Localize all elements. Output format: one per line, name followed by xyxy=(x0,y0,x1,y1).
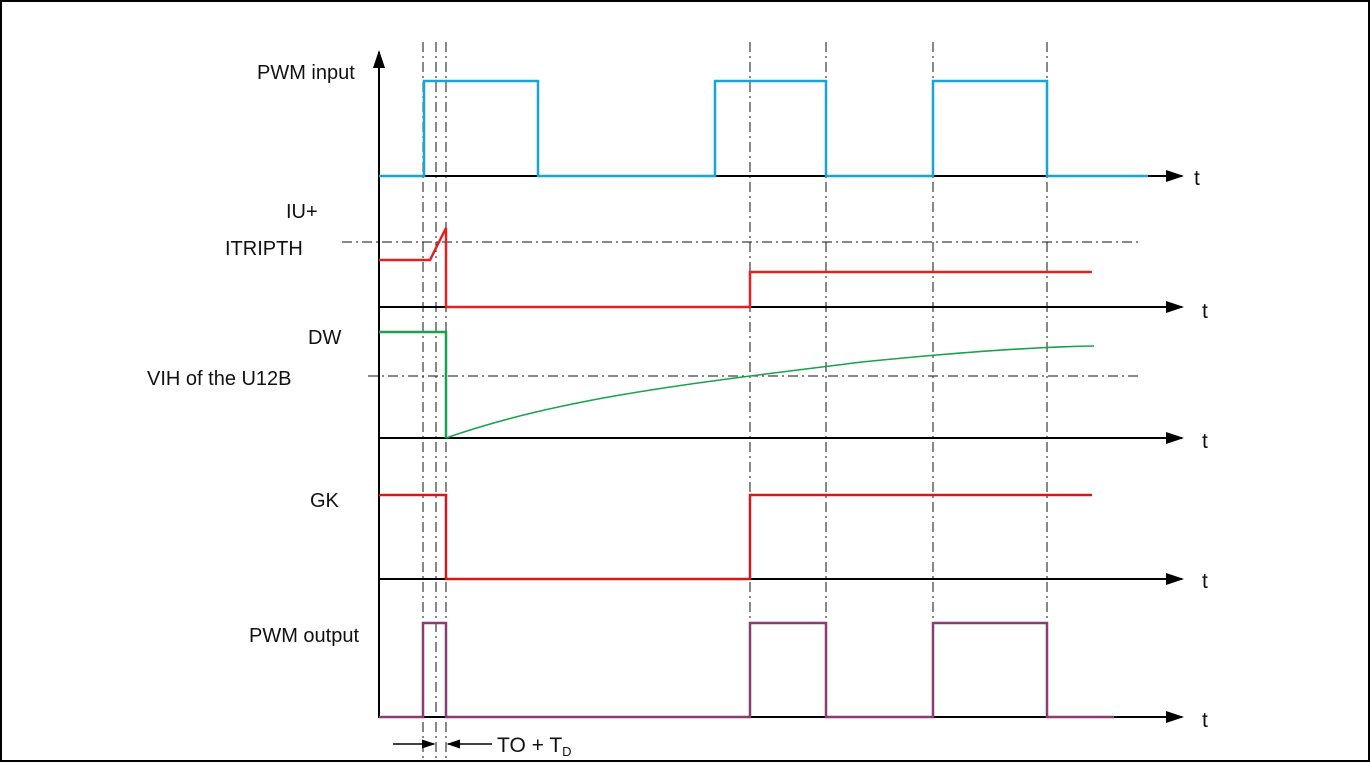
pwm-output-label: PWM output xyxy=(249,625,359,647)
t-label-1: t xyxy=(1194,167,1200,190)
pwm-input-label: PWM input xyxy=(257,62,355,84)
vih-label: VIH of the U12B xyxy=(147,368,292,390)
gk-waveform xyxy=(379,493,1092,581)
timing-label: TO + TD xyxy=(497,734,572,759)
t-label-3: t xyxy=(1202,430,1208,453)
itripth-label: ITRIPTH xyxy=(225,238,303,260)
gk-label: GK xyxy=(310,490,340,512)
dw-waveform xyxy=(379,330,448,438)
pwm-output-waveform xyxy=(379,621,1114,719)
iu-plus-waveform xyxy=(379,227,1092,309)
dw-label: DW xyxy=(308,327,341,349)
t-label-5: t xyxy=(1202,709,1208,732)
time-axes xyxy=(379,170,1184,723)
timing-annotation: TO + TD xyxy=(393,734,572,759)
iu-plus-label: IU+ xyxy=(286,201,318,223)
pwm-input-waveform xyxy=(379,79,1148,178)
t-label-4: t xyxy=(1202,570,1208,593)
timing-reference-lines xyxy=(422,42,1048,762)
t-label-2: t xyxy=(1202,300,1208,323)
dw-charge-curve xyxy=(445,345,1095,439)
